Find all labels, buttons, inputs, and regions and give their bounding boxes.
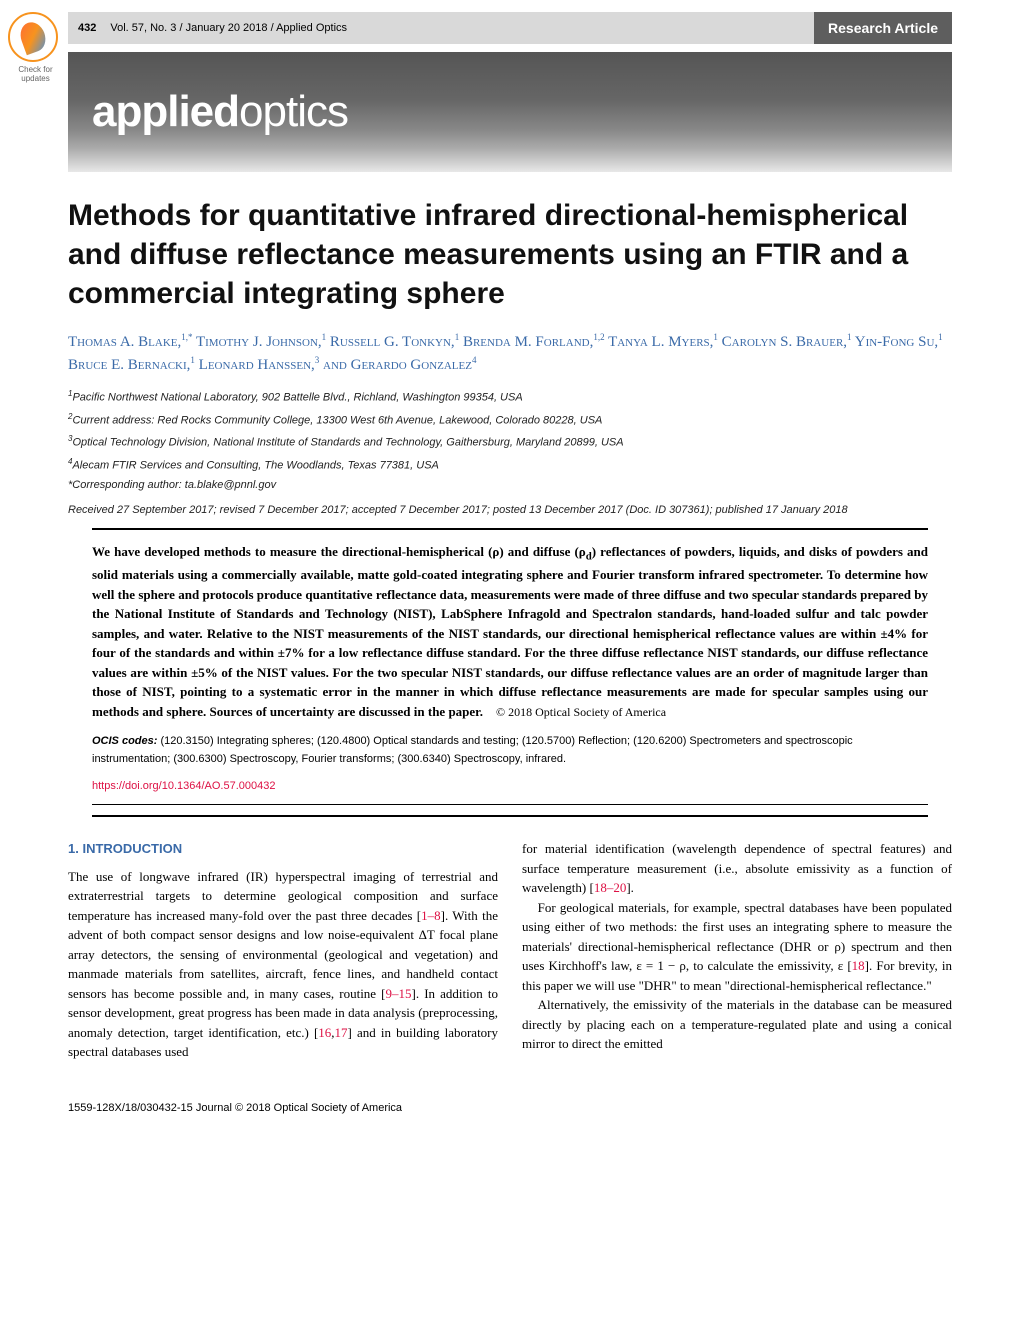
publication-dates: Received 27 September 2017; revised 7 De… bbox=[68, 504, 952, 516]
copyright: © 2018 Optical Society of America bbox=[496, 705, 666, 719]
header-citation: 432 Vol. 57, No. 3 / January 20 2018 / A… bbox=[68, 12, 814, 44]
affiliations-block: 1Pacific Northwest National Laboratory, … bbox=[68, 388, 952, 494]
affiliation: 1Pacific Northwest National Laboratory, … bbox=[68, 388, 952, 407]
footer: 1559-128X/18/030432-15 Journal © 2018 Op… bbox=[68, 1102, 952, 1114]
body-paragraph: Alternatively, the emissivity of the mat… bbox=[522, 995, 952, 1054]
update-badge[interactable]: Check for updates bbox=[8, 12, 63, 83]
body-paragraph: for material identification (wavelength … bbox=[522, 839, 952, 898]
citation-text: Vol. 57, No. 3 / January 20 2018 / Appli… bbox=[110, 22, 347, 34]
authors: Thomas A. Blake,1,* Timothy J. Johnson,1… bbox=[68, 331, 952, 376]
badge-icon bbox=[8, 12, 58, 62]
divider bbox=[92, 815, 928, 817]
column-left: 1. INTRODUCTION The use of longwave infr… bbox=[68, 839, 498, 1062]
abstract-text: We have developed methods to measure the… bbox=[92, 542, 928, 721]
corresponding-author: *Corresponding author: ta.blake@pnnl.gov bbox=[68, 478, 952, 494]
body-paragraph: The use of longwave infrared (IR) hypers… bbox=[68, 867, 498, 1062]
article-title: Methods for quantitative infrared direct… bbox=[68, 196, 952, 313]
journal-banner: appliedoptics bbox=[68, 52, 952, 172]
header-bar: 432 Vol. 57, No. 3 / January 20 2018 / A… bbox=[68, 12, 952, 44]
page-number: 432 bbox=[78, 22, 96, 34]
column-right: for material identification (wavelength … bbox=[522, 839, 952, 1062]
header-section: Research Article bbox=[814, 12, 952, 44]
doi-link[interactable]: https://doi.org/10.1364/AO.57.000432 bbox=[92, 780, 928, 792]
journal-name: appliedoptics bbox=[92, 87, 348, 137]
badge-text: Check for updates bbox=[8, 65, 63, 83]
affiliation: 3Optical Technology Division, National I… bbox=[68, 433, 952, 452]
section-heading: 1. INTRODUCTION bbox=[68, 839, 498, 859]
abstract-box: We have developed methods to measure the… bbox=[92, 528, 928, 805]
body-paragraph: For geological materials, for example, s… bbox=[522, 898, 952, 996]
affiliation: 4Alecam FTIR Services and Consulting, Th… bbox=[68, 456, 952, 475]
ocis-codes: OCIS codes: (120.3150) Integrating spher… bbox=[92, 733, 928, 768]
affiliation: 2Current address: Red Rocks Community Co… bbox=[68, 411, 952, 430]
body-columns: 1. INTRODUCTION The use of longwave infr… bbox=[68, 839, 952, 1062]
